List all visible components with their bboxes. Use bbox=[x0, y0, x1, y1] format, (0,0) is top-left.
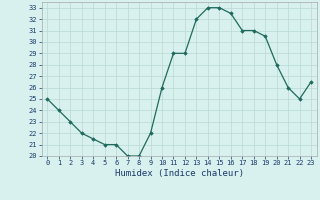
X-axis label: Humidex (Indice chaleur): Humidex (Indice chaleur) bbox=[115, 169, 244, 178]
